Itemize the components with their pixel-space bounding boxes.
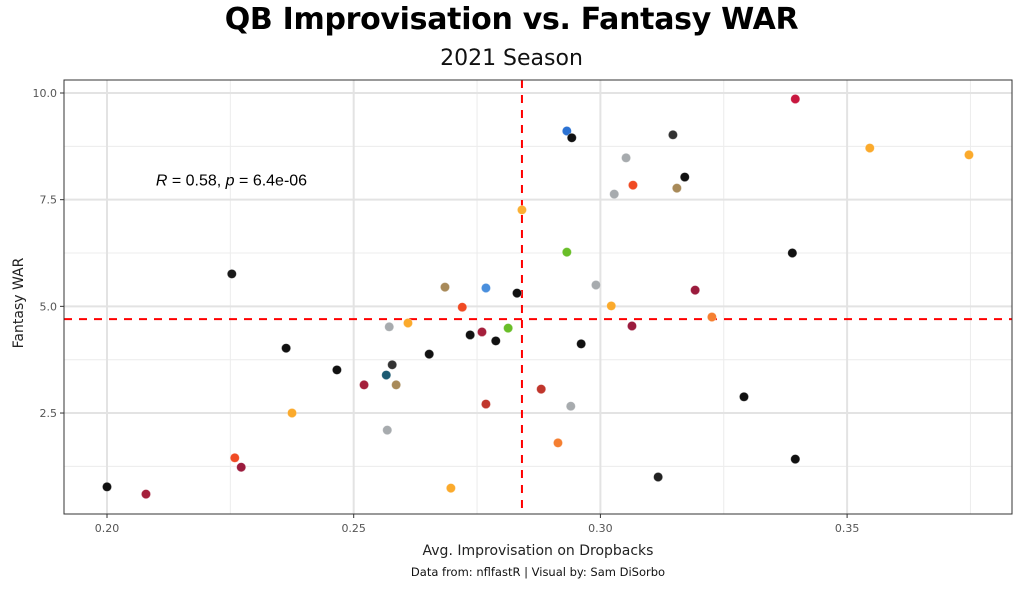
chart-subtitle: 2021 Season [440, 46, 583, 71]
reference-lines [64, 80, 1012, 514]
x-tick-label: 0.35 [835, 522, 860, 535]
data-point [359, 379, 370, 390]
data-point [738, 391, 749, 402]
data-point [490, 335, 501, 346]
data-point [590, 280, 601, 291]
data-point [552, 437, 563, 448]
data-point [566, 132, 577, 143]
x-tick-label: 0.25 [341, 522, 366, 535]
data-point [384, 321, 395, 332]
data-point [576, 338, 587, 349]
data-point [679, 172, 690, 183]
data-point [480, 283, 491, 294]
data-point [690, 285, 701, 296]
data-point [667, 129, 678, 140]
data-point [331, 364, 342, 375]
data-point [402, 317, 413, 328]
y-tick-label: 7.5 [40, 194, 58, 207]
data-point [787, 248, 798, 259]
major-gridlines [64, 80, 1012, 514]
data-point [382, 425, 393, 436]
data-point [627, 180, 638, 191]
chart-caption: Data from: nflfastR | Visual by: Sam DiS… [411, 565, 665, 579]
data-point [236, 462, 247, 473]
data-point [503, 323, 514, 334]
data-point [864, 143, 875, 154]
data-point [229, 452, 240, 463]
y-axis-ticks: 2.5 5.0 7.5 10.0 [33, 87, 64, 420]
chart-title: QB Improvisation vs. Fantasy WAR [224, 2, 799, 37]
data-point [561, 247, 572, 258]
y-axis-title: Fantasy WAR [11, 257, 27, 348]
data-point [606, 300, 617, 311]
y-tick-label: 5.0 [40, 300, 58, 313]
data-point [512, 288, 523, 299]
data-point [465, 329, 476, 340]
data-point [387, 359, 398, 370]
data-point [790, 454, 801, 465]
data-point [424, 349, 435, 360]
data-point [626, 320, 637, 331]
p-symbol: p [225, 172, 235, 189]
y-tick-label: 2.5 [40, 407, 58, 420]
y-tick-label: 10.0 [33, 87, 58, 100]
data-points [102, 93, 974, 500]
data-point [445, 483, 456, 494]
data-point [790, 93, 801, 104]
data-point [963, 149, 974, 160]
data-point [439, 282, 450, 293]
data-point [476, 326, 487, 337]
x-tick-label: 0.30 [588, 522, 613, 535]
data-point [381, 370, 392, 381]
data-point [653, 472, 664, 483]
plot-panel-border [63, 79, 1013, 515]
data-point [536, 384, 547, 395]
data-point [671, 183, 682, 194]
data-point [516, 204, 527, 215]
data-point [621, 152, 632, 163]
x-tick-label: 0.20 [95, 522, 120, 535]
data-point [609, 189, 620, 200]
data-point [480, 399, 491, 410]
minor-gridlines [64, 80, 1012, 514]
x-axis-title: Avg. Improvisation on Dropbacks [423, 543, 654, 559]
data-point [102, 481, 113, 492]
data-point [140, 489, 151, 500]
x-axis-ticks: 0.20 0.25 0.30 0.35 [95, 514, 860, 535]
r-symbol: R [156, 172, 168, 189]
data-point [565, 401, 576, 412]
data-point [287, 408, 298, 419]
data-point [226, 268, 237, 279]
data-point [706, 312, 717, 323]
data-point [281, 343, 292, 354]
data-point [561, 125, 572, 136]
r-value: = 0.58, [167, 172, 225, 189]
data-point [391, 379, 402, 390]
correlation-annotation: R = 0.58, p = 6.4e-06 [156, 172, 307, 189]
data-point [457, 302, 468, 313]
p-value: = 6.4e-06 [235, 172, 308, 189]
